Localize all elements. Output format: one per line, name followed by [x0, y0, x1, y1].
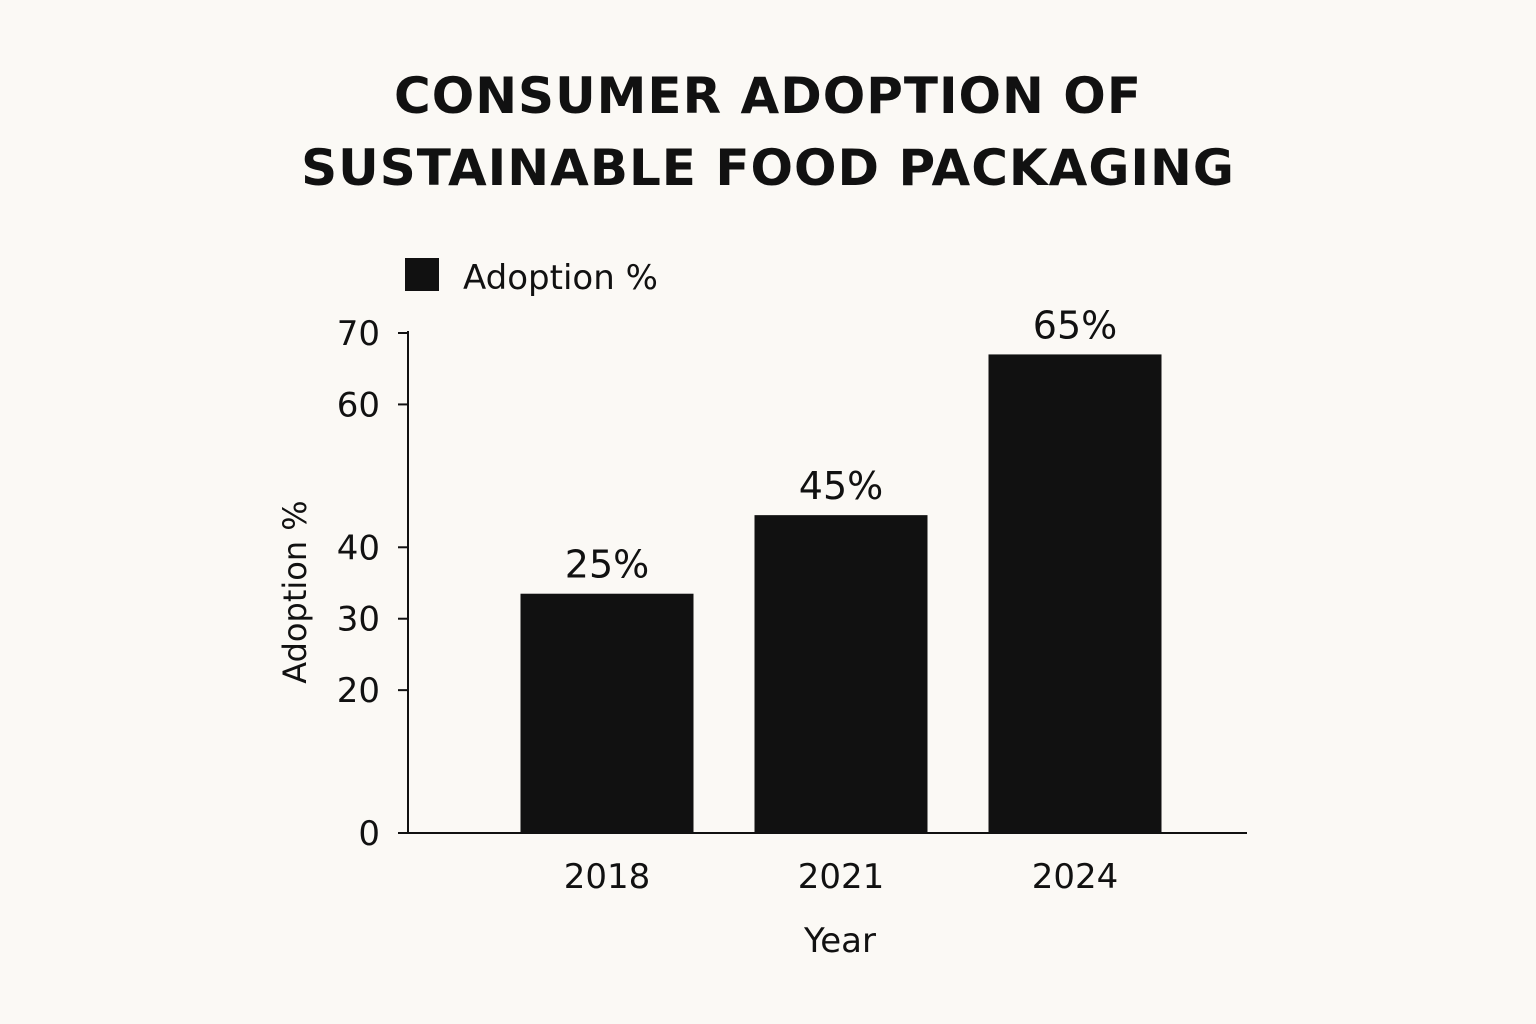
data-label-2021: 45%: [799, 464, 883, 508]
y-tick-label: 30: [337, 600, 380, 640]
x-tick-label-2021: 2021: [798, 857, 885, 897]
chart-title-line-2: SUSTAINABLE FOOD PACKAGING: [301, 139, 1235, 197]
legend-label: Adoption %: [463, 258, 658, 298]
y-tick-label: 20: [337, 671, 380, 711]
y-tick-label: 60: [337, 385, 380, 425]
legend-swatch: [405, 258, 439, 291]
x-tick-label-2024: 2024: [1032, 857, 1119, 897]
x-tick-label-2018: 2018: [564, 857, 651, 897]
y-tick-label: 0: [358, 814, 380, 854]
bar-2021: [754, 515, 928, 833]
bars: 25% 2018 45% 2021 65% 2024: [520, 303, 1162, 897]
y-tick-label: 40: [337, 528, 380, 568]
data-label-2018: 25%: [565, 543, 649, 587]
chart-title: CONSUMER ADOPTION OF SUSTAINABLE FOOD PA…: [0, 60, 1536, 204]
y-axis-ticks: 0 20 30 40 60 70: [337, 314, 408, 854]
x-axis-title: Year: [803, 921, 876, 961]
y-tick-label: 70: [337, 314, 380, 354]
data-label-2024: 65%: [1033, 303, 1117, 347]
bar-2018: [520, 593, 694, 833]
chart-title-line-1: CONSUMER ADOPTION OF: [394, 67, 1142, 125]
y-axis-title: Adoption %: [276, 500, 314, 683]
bar-2024: [988, 354, 1162, 833]
